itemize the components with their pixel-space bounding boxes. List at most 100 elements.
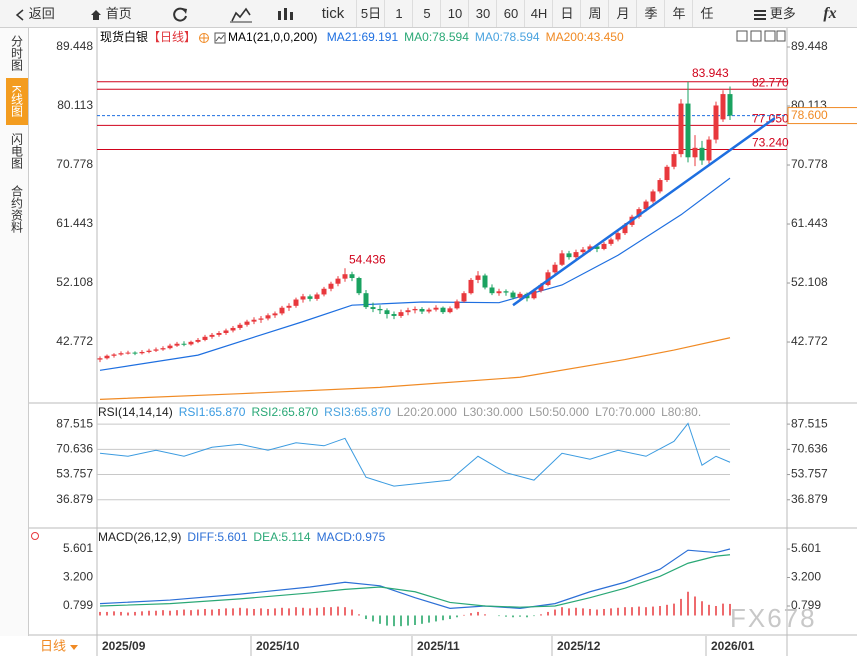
macd-bar <box>575 607 577 616</box>
macd-bar <box>505 615 507 617</box>
macd-bar <box>274 608 276 616</box>
date-label: 2025/10 <box>256 639 300 653</box>
sidebar: 分时图 K线图闪电图合约资料 <box>0 28 29 636</box>
macd-bar <box>99 611 101 616</box>
candle-body <box>699 147 705 161</box>
candle-body <box>286 305 292 308</box>
back-button[interactable]: 返回 <box>4 0 66 27</box>
candle-body <box>342 274 348 279</box>
chart-tools[interactable] <box>736 30 786 42</box>
macd-bar <box>288 608 290 616</box>
macd-bar <box>680 598 682 616</box>
icon[interactable] <box>214 32 226 44</box>
macd-bar <box>155 610 157 616</box>
more-button[interactable]: 更多 <box>744 0 806 27</box>
refresh-button[interactable] <box>160 0 200 27</box>
candle-body <box>454 301 460 309</box>
period-button[interactable]: 月 <box>608 0 637 27</box>
macd-bar <box>337 606 339 616</box>
macd-bar <box>722 603 724 616</box>
macd-bar <box>498 615 500 617</box>
macd-bar <box>323 607 325 616</box>
candle-body <box>482 275 488 288</box>
macd-bar <box>316 607 318 616</box>
period-button[interactable]: 季 <box>636 0 665 27</box>
period-button[interactable]: 周 <box>580 0 609 27</box>
y-tick-label: 0.799 <box>791 598 821 612</box>
candle-body <box>573 252 579 258</box>
macd-bar <box>372 615 374 622</box>
macd-bar <box>470 613 472 616</box>
sidebar-tab[interactable]: K线图 <box>6 78 28 125</box>
sidebar-tab[interactable]: 闪电图 <box>9 132 24 169</box>
candle-body <box>727 94 733 116</box>
candle-body <box>356 278 362 294</box>
candle-body <box>685 103 691 158</box>
chart-type-buttons[interactable] <box>220 0 310 27</box>
candle-body <box>293 299 299 306</box>
period-button[interactable]: 1 <box>384 0 413 27</box>
candle-body <box>692 147 698 158</box>
legend-entry: DEA:5.114 <box>253 530 311 544</box>
y-tick-label: 89.448 <box>56 39 93 53</box>
price-legend: 现货白银【日线】 MA1(21,0,0,200) MA21:69.191 MA0:7… <box>100 28 630 45</box>
icon[interactable] <box>198 32 210 44</box>
candle-body <box>125 352 131 354</box>
macd-bar <box>141 611 143 616</box>
fx-button[interactable]: fx <box>823 5 837 22</box>
macd-bar <box>183 609 185 616</box>
period-tab[interactable]: 日线 <box>40 638 66 653</box>
candle-body <box>370 307 376 309</box>
macd-bar <box>211 609 213 616</box>
y-tick-label: 70.636 <box>56 442 93 456</box>
y-tick-label: 52.108 <box>56 275 93 289</box>
macd-icon <box>31 532 39 540</box>
level-label: 73.240 <box>752 136 789 150</box>
macd-bar <box>540 614 542 616</box>
sidebar-tab[interactable]: 合约资料 <box>9 185 24 233</box>
period-button[interactable]: 60 <box>496 0 525 27</box>
candle-body <box>468 279 474 294</box>
candle-body <box>244 321 250 325</box>
period-button[interactable]: 30 <box>468 0 497 27</box>
candle-body <box>615 233 621 240</box>
y-tick-label: 89.448 <box>791 39 828 53</box>
candle-body <box>671 154 677 167</box>
candle-body <box>636 209 642 217</box>
candle-body <box>216 333 222 335</box>
candle-body <box>412 308 418 311</box>
legend-entry: MA0:78.594 <box>474 30 540 44</box>
candle-body <box>209 334 215 337</box>
macd-bar <box>309 608 311 616</box>
y-tick-label: 87.515 <box>56 416 93 430</box>
period-button[interactable]: 5 <box>412 0 441 27</box>
date-label: 2026/01 <box>711 639 755 653</box>
macd-bar <box>190 610 192 616</box>
icon <box>91 9 102 20</box>
macd-bar <box>645 607 647 616</box>
macd-bar <box>477 611 479 616</box>
period-button[interactable]: 5日 <box>356 0 385 27</box>
macd-bar <box>610 608 612 616</box>
period-button[interactable]: 日 <box>552 0 581 27</box>
candle-body <box>272 313 278 316</box>
candle-body <box>601 243 607 249</box>
candle-body <box>97 358 103 360</box>
macd-bar <box>260 608 262 616</box>
macd-bar <box>512 615 514 618</box>
level-label: 77.050 <box>752 112 789 126</box>
period-button[interactable]: 10 <box>440 0 469 27</box>
watermark: FX678 <box>730 603 817 633</box>
macd-bar <box>666 604 668 616</box>
period-button[interactable]: 4H <box>524 0 553 27</box>
legend-entry: L70:70.000 <box>595 405 656 419</box>
sidebar-tab[interactable]: 分时图 <box>9 34 24 71</box>
candle-body <box>265 315 271 319</box>
tick-button[interactable]: tick <box>321 5 345 22</box>
date-label: 2025/09 <box>102 639 146 653</box>
macd-bar <box>127 612 129 616</box>
period-button[interactable]: 任 <box>692 0 721 27</box>
period-button[interactable]: 年 <box>664 0 693 27</box>
home-button[interactable]: 首页 <box>80 0 142 27</box>
y-tick-label: 61.443 <box>791 216 828 230</box>
